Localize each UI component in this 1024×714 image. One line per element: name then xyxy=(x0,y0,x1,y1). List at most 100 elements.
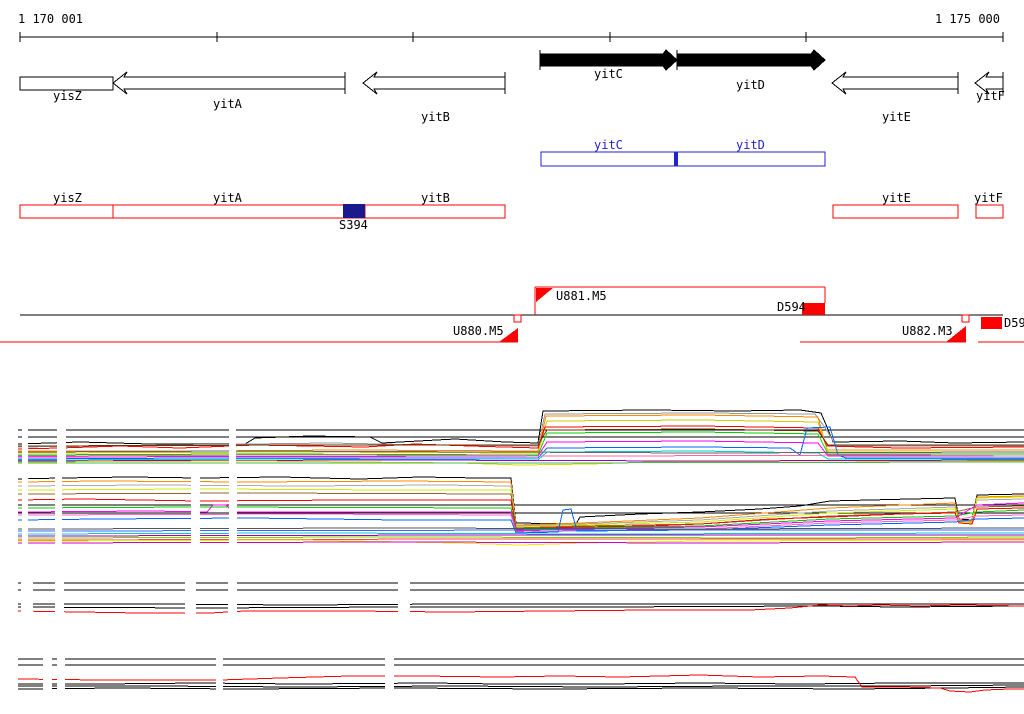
data-gap xyxy=(22,424,28,470)
profile-line xyxy=(17,532,1024,535)
ruler-start-label: 1 170 001 xyxy=(18,12,84,26)
profile-line xyxy=(17,674,1024,693)
data-gap xyxy=(0,654,18,700)
transcript-divider xyxy=(674,152,678,166)
expression-panel-4 xyxy=(0,654,1024,700)
data-gap xyxy=(0,472,18,552)
transcript-box[interactable] xyxy=(540,151,826,167)
probe-label-yisz[interactable]: yisZ xyxy=(53,191,82,205)
profile-line xyxy=(17,541,1024,544)
profile-line xyxy=(17,605,1024,609)
profile-line xyxy=(17,409,1024,445)
data-gap xyxy=(185,578,196,618)
data-gap xyxy=(21,578,33,618)
probe-label-yitb[interactable]: yitB xyxy=(421,191,450,205)
data-gap xyxy=(22,472,28,552)
probe-box-yisz[interactable] xyxy=(19,204,114,219)
data-gap xyxy=(216,654,223,700)
data-gap xyxy=(228,578,237,618)
feature-label-u880-m5[interactable]: U880.M5 xyxy=(453,324,504,338)
profile-line xyxy=(17,454,1024,457)
u881-flag xyxy=(536,288,553,302)
profile-line xyxy=(17,534,1024,537)
probe-label-yite[interactable]: yitE xyxy=(882,191,911,205)
data-gap xyxy=(43,654,52,700)
data-gap xyxy=(191,472,200,552)
profile-line xyxy=(18,682,1024,685)
data-gap xyxy=(398,578,410,618)
gene-shape-yitd[interactable] xyxy=(676,49,826,71)
profile-line xyxy=(17,459,1024,462)
transcript-label-yitc[interactable]: yitC xyxy=(594,138,623,152)
gene-label-yisz[interactable]: yisZ xyxy=(53,89,82,103)
data-gap xyxy=(57,424,66,470)
gene-label-yitc[interactable]: yitC xyxy=(594,67,623,81)
profile-line xyxy=(17,450,1024,461)
u882-ramp xyxy=(946,326,966,342)
gene-shape-yita[interactable] xyxy=(112,71,346,95)
probe-label-yitf[interactable]: yitF xyxy=(974,191,1003,205)
data-gap xyxy=(229,472,237,552)
probe-label-yita[interactable]: yitA xyxy=(213,191,242,205)
profile-line xyxy=(17,431,1024,456)
data-gap xyxy=(229,424,236,470)
data-gap xyxy=(55,578,64,618)
data-gap xyxy=(0,578,18,618)
probe-box-yitf[interactable] xyxy=(975,204,1004,219)
gene-shape-yitc[interactable] xyxy=(539,49,678,71)
profile-line xyxy=(17,508,1024,534)
probe-box-yitb[interactable] xyxy=(364,204,506,219)
gene-label-yita[interactable]: yitA xyxy=(213,97,242,111)
profile-line xyxy=(17,450,1024,454)
profile-line xyxy=(18,684,1024,688)
gene-shape-yitb[interactable] xyxy=(362,71,506,95)
probe-box-yita[interactable] xyxy=(112,204,366,219)
u880-marker xyxy=(513,314,522,323)
u882-marker xyxy=(961,314,970,323)
profile-line xyxy=(18,603,1024,606)
d594-box xyxy=(802,303,825,315)
profile-line xyxy=(17,498,1024,530)
profile-line xyxy=(17,428,1024,447)
data-gap xyxy=(0,424,18,470)
gene-label-yitd[interactable]: yitD xyxy=(736,78,765,92)
gene-label-yitb[interactable]: yitB xyxy=(421,110,450,124)
s394-box[interactable] xyxy=(343,204,365,218)
profile-line xyxy=(17,412,1024,448)
profile-line xyxy=(17,538,1024,541)
profile-line xyxy=(17,536,1024,539)
expression-panel-2 xyxy=(0,472,1024,552)
transcript-label-yitd[interactable]: yitD xyxy=(736,138,765,152)
profile-line xyxy=(17,539,1024,546)
gene-label-yite[interactable]: yitE xyxy=(882,110,911,124)
data-gap xyxy=(55,472,62,552)
profile-line xyxy=(17,488,1024,528)
u880-ramp xyxy=(499,328,518,342)
d595-box xyxy=(981,317,1002,329)
gene-shape-yite[interactable] xyxy=(831,71,959,95)
feature-label-u881-m5[interactable]: U881.M5 xyxy=(556,289,607,303)
profile-line xyxy=(17,492,1024,529)
profile-line xyxy=(17,529,1024,532)
gene-label-yitf[interactable]: yitF xyxy=(976,89,1005,103)
profile-line xyxy=(17,480,1024,526)
profile-line xyxy=(17,484,1024,527)
feature-label-d595[interactable]: D595 xyxy=(1004,316,1024,330)
expression-panel-3 xyxy=(0,578,1024,618)
feature-label-d594[interactable]: D594 xyxy=(777,300,806,314)
data-gap xyxy=(385,654,394,700)
profile-line xyxy=(17,506,1024,531)
data-gap xyxy=(57,654,65,700)
profile-line xyxy=(17,686,1024,690)
s394-label[interactable]: S394 xyxy=(339,218,368,232)
expression-panel-1 xyxy=(0,409,1024,470)
profile-line xyxy=(17,419,1024,454)
probe-box-yite[interactable] xyxy=(832,204,959,219)
ruler-end-label: 1 175 000 xyxy=(934,12,1000,26)
profile-line xyxy=(18,461,1024,464)
profile-line xyxy=(17,527,1024,530)
profile-line xyxy=(17,476,1024,525)
feature-label-u882-m3[interactable]: U882.M3 xyxy=(902,324,953,338)
